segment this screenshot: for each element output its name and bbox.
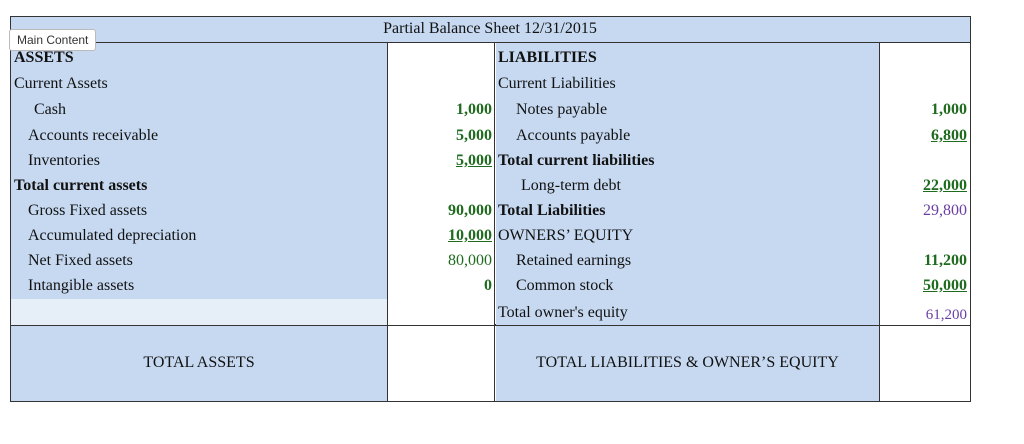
main-content-badge: Main Content [9,29,97,51]
intangible-label: Intangible assets [28,277,135,294]
long-term-debt-value-text: 22,000 [923,177,967,194]
common-stock-label: Common stock [516,277,614,294]
total-current-liabilities-label: Total current liabilities [498,152,655,169]
assets-label-column [11,43,387,299]
total-liab-equity-label: TOTAL LIABILITIES & OWNER’S EQUITY [536,354,839,371]
total-liabilities-value: 29,800 [923,202,967,219]
owners-equity-heading: OWNERS’ EQUITY [498,227,634,244]
common-stock-value-text: 50,000 [923,277,967,294]
accounts-payable-value-text: 6,800 [931,127,967,144]
long-term-debt-label: Long-term debt [521,177,621,194]
inventories-value-text: 5,000 [456,152,492,169]
current-assets-label: Current Assets [14,75,108,92]
assets-value-column [387,43,495,325]
notes-payable-value: 1,000 [931,101,967,118]
gross-fixed-value: 90,000 [448,202,492,219]
sheet-title: Partial Balance Sheet 12/31/2015 [383,20,597,37]
receivable-label: Accounts receivable [28,127,159,144]
retained-earnings-label: Retained earnings [516,252,632,269]
total-liab-equity-cell [496,326,879,401]
accounts-payable-value: 6,800 [882,126,967,146]
liabilities-heading: LIABILITIES [498,49,597,66]
accum-dep-value: 10,000 [390,226,492,246]
total-assets-value-cell [387,326,495,401]
net-fixed-label: Net Fixed assets [28,252,133,269]
liabilities-label-column [496,43,879,325]
cash-label: Cash [34,101,66,118]
total-assets-label: TOTAL ASSETS [143,354,255,371]
cash-value: 1,000 [456,101,492,118]
notes-payable-label: Notes payable [516,101,608,118]
total-current-assets-label: Total current assets [14,177,148,194]
retained-earnings-value: 11,200 [923,252,967,269]
inventories-value: 5,000 [390,151,492,171]
total-owners-equity-value: 61,200 [925,307,967,323]
accum-dep-label: Accumulated depreciation [28,227,197,244]
total-liab-equity-value-cell [879,326,970,401]
accounts-payable-label: Accounts payable [516,127,631,144]
total-assets-cell [11,326,387,401]
accum-dep-value-text: 10,000 [448,227,492,244]
long-term-debt-value: 22,000 [882,176,967,196]
intangible-value: 0 [484,277,492,294]
gross-fixed-label: Gross Fixed assets [28,202,148,219]
receivable-value: 5,000 [456,127,492,144]
current-liabilities-label: Current Liabilities [498,75,616,92]
total-owners-equity-label: Total owner's equity [498,304,628,321]
assets-heading: ASSETS [14,49,74,66]
inventories-label: Inventories [28,152,100,169]
totals-row [10,325,971,402]
net-fixed-value: 80,000 [448,252,492,269]
liabilities-value-column [879,43,970,325]
common-stock-value: 50,000 [882,276,967,296]
assets-blank-gap [11,299,387,325]
total-liabilities-label: Total Liabilities [498,202,606,219]
